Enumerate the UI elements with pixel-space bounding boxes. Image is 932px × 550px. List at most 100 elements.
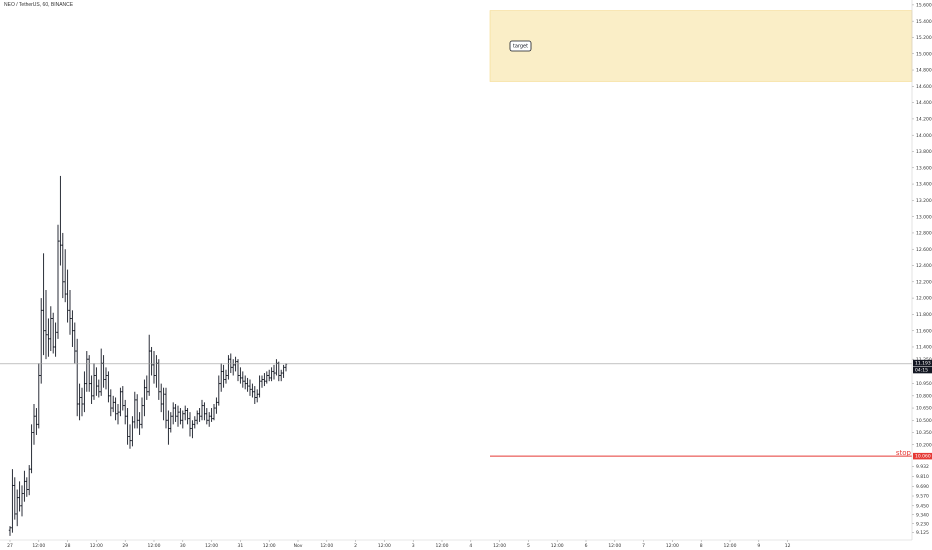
y-tick-label: 13.000 <box>916 214 932 220</box>
y-tick-label: 9.450 <box>916 503 929 509</box>
y-tick-label: 12.000 <box>916 296 932 302</box>
ohlc-bar <box>102 355 105 388</box>
ohlc-bar <box>284 363 288 372</box>
ohlc-bar <box>30 424 33 474</box>
x-tick-label: 12:00 <box>320 543 333 549</box>
ohlc-bar <box>188 412 192 437</box>
countdown-badge <box>913 366 932 374</box>
ohlc-bar <box>23 470 26 502</box>
target-label-box <box>509 40 532 52</box>
y-tick-label: 15.200 <box>916 35 932 41</box>
ohlc-bar <box>66 269 69 323</box>
y-tick-label: 13.800 <box>916 149 932 155</box>
countdown-value: 04:15 <box>915 367 928 373</box>
y-tick-label: 13.600 <box>916 165 932 171</box>
ohlc-bar <box>179 408 182 425</box>
ohlc-bar <box>224 369 228 384</box>
y-tick-label: 9.230 <box>916 521 929 527</box>
y-tick-label: 12.200 <box>916 279 932 285</box>
ohlc-bar <box>265 371 268 384</box>
ohlc-bar <box>248 379 252 396</box>
ohlc-bar <box>152 351 156 384</box>
ohlc-bar <box>100 348 103 396</box>
x-tick-label: 12:00 <box>263 543 276 549</box>
ohlc-bar <box>184 405 187 421</box>
ohlc-bar <box>128 424 132 449</box>
x-tick-label: 2 <box>354 543 357 549</box>
ohlc-bar <box>232 359 235 376</box>
ohlc-bar <box>121 386 124 411</box>
ohlc-bar <box>140 397 144 429</box>
y-tick-label: 11.400 <box>916 345 932 351</box>
target-label: target <box>513 44 528 50</box>
ohlc-bar <box>119 387 122 417</box>
y-tick-label: 9.125 <box>916 530 929 536</box>
y-tick-label: 15.400 <box>916 19 932 25</box>
ohlc-bar <box>256 389 259 403</box>
x-tick-label: 3 <box>412 543 415 549</box>
ohlc-bar <box>157 359 160 400</box>
ohlc-bar <box>59 175 62 266</box>
y-tick-label: 12.600 <box>916 247 932 253</box>
ohlc-bar <box>200 399 204 421</box>
ohlc-bar <box>20 485 24 517</box>
ohlc-bar <box>124 399 127 425</box>
ohlc-bar <box>268 369 271 382</box>
x-tick-label: 27 <box>7 543 13 549</box>
x-tick-label: 12:00 <box>148 543 161 549</box>
ohlc-bar <box>155 355 158 388</box>
x-tick-label: 9 <box>757 543 760 549</box>
x-tick-label: 30 <box>180 543 186 549</box>
x-tick-label: 12:00 <box>666 543 679 549</box>
ohlc-bar <box>280 369 283 382</box>
x-tick-label: 29 <box>122 543 128 549</box>
x-tick-label: 8 <box>700 543 703 549</box>
ohlc-bar <box>169 412 172 433</box>
x-tick-label: Nov <box>294 543 303 549</box>
ohlc-bar <box>8 526 12 536</box>
y-tick-label: 10.950 <box>916 381 932 387</box>
y-tick-label: 9.340 <box>916 512 929 518</box>
ohlc-bar <box>49 306 52 352</box>
ohlc-bar <box>107 371 110 403</box>
ohlc-bar <box>198 408 201 422</box>
y-tick-label: 15.000 <box>916 51 932 57</box>
y-tick-label: 11.800 <box>916 312 932 318</box>
ohlc-bar <box>32 403 36 445</box>
y-tick-label: 9.570 <box>916 494 929 500</box>
x-tick-label: 12:00 <box>90 543 103 549</box>
ohlc-bar <box>61 232 64 299</box>
ohlc-bar <box>193 416 196 429</box>
ohlc-bar <box>251 383 254 398</box>
ohlc-bar <box>88 355 91 392</box>
ohlc-bar <box>16 489 19 527</box>
ohlc-bar <box>85 351 88 392</box>
stop-label: stop <box>896 449 912 457</box>
stop-price-value: 10.060 <box>915 454 931 460</box>
ohlc-bar <box>172 402 175 425</box>
ohlc-bar <box>44 289 48 360</box>
ohlc-bar <box>241 371 244 388</box>
ohlc-bar <box>138 412 141 435</box>
ohlc-bar <box>28 465 31 496</box>
ohlc-bar <box>282 364 285 378</box>
ohlc-bar <box>13 477 16 520</box>
ohlc-bar <box>176 405 180 427</box>
y-tick-label: 14.400 <box>916 100 932 106</box>
ohlc-bar <box>37 363 40 429</box>
ohlc-bar <box>174 403 177 422</box>
stop-price-badge <box>913 452 932 460</box>
ohlc-bar <box>143 379 146 417</box>
ohlc-bar <box>54 322 57 357</box>
ohlc-bar <box>277 361 280 382</box>
y-tick-label: 13.400 <box>916 182 932 188</box>
x-tick-label: 5 <box>527 543 530 549</box>
ohlc-bar <box>126 408 129 445</box>
ohlc-bar <box>136 394 139 429</box>
y-tick-label: 11.600 <box>916 328 932 334</box>
ohlc-bar <box>227 355 230 380</box>
ohlc-bar <box>162 387 165 421</box>
ohlc-bar <box>35 408 38 435</box>
ohlc-bar <box>203 402 206 421</box>
